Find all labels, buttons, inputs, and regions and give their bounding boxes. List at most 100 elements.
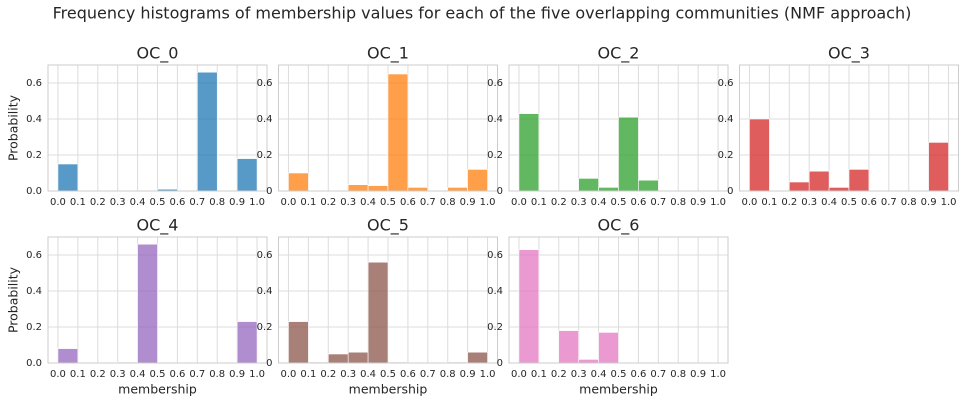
x-tick-label: 0.5 <box>841 197 857 208</box>
axes-frame <box>47 64 268 192</box>
x-tick-label: 0.2 <box>90 197 106 208</box>
y-tick-label: 0.4 <box>26 286 42 297</box>
bar <box>367 261 389 364</box>
bar <box>518 113 540 192</box>
y-tick-label: 0.2 <box>487 322 503 333</box>
x-tick-label: 0.4 <box>591 197 607 208</box>
x-tick-label: 1.0 <box>480 369 496 380</box>
axes-title: OC_2 <box>598 44 640 64</box>
x-tick-label: 0.1 <box>300 369 316 380</box>
y-tick-label: 0.0 <box>26 186 42 197</box>
x-tick-label: 0.1 <box>70 369 86 380</box>
x-tick-label: 0.5 <box>611 369 627 380</box>
x-tick-label: 0.3 <box>340 369 356 380</box>
y-tick-label: 0.0 <box>26 358 42 369</box>
x-tick-label: 0.3 <box>110 369 126 380</box>
x-tick-label: 0.0 <box>511 369 527 380</box>
axes-frame <box>739 64 959 192</box>
x-tick-label: 0.7 <box>189 369 205 380</box>
x-tick-label: 0.4 <box>591 369 607 380</box>
x-tick-label: 0.2 <box>551 369 567 380</box>
x-tick-label: 0.5 <box>380 369 396 380</box>
x-tick-label: 0.8 <box>440 197 456 208</box>
x-tick-label: 0.6 <box>400 197 416 208</box>
axes-title: OC_4 <box>137 216 179 236</box>
x-tick-label: 0.0 <box>511 197 527 208</box>
bar <box>347 184 369 192</box>
x-tick-label: 0.9 <box>921 197 937 208</box>
x-axis-label: membership <box>349 382 428 397</box>
x-tick-label: 0.8 <box>209 197 225 208</box>
bar <box>347 351 369 364</box>
x-tick-label: 1.0 <box>249 197 265 208</box>
x-tick-label: 0.4 <box>360 369 376 380</box>
bar <box>467 351 488 364</box>
bar <box>518 249 540 364</box>
x-tick-label: 0.9 <box>690 369 706 380</box>
y-tick-label: 0.6 <box>487 250 503 261</box>
y-tick-label: 0.6 <box>718 78 734 89</box>
x-tick-label: 1.0 <box>480 197 496 208</box>
x-tick-label: 0.6 <box>169 197 185 208</box>
x-tick-label: 0.6 <box>630 197 646 208</box>
bar <box>288 321 309 364</box>
y-tick-label: 0.2 <box>257 150 273 161</box>
bar <box>598 332 619 364</box>
y-tick-label: 0.6 <box>257 78 273 89</box>
x-tick-label: 0.7 <box>420 197 436 208</box>
y-tick-label: 0.2 <box>257 322 273 333</box>
x-tick-label: 0.3 <box>340 197 356 208</box>
x-tick-label: 0.0 <box>281 369 297 380</box>
y-tick-label: 0.6 <box>26 78 42 89</box>
x-tick-label: 0.5 <box>150 197 166 208</box>
x-tick-label: 0.6 <box>861 197 877 208</box>
figure-title: Frequency histograms of membership value… <box>53 4 912 23</box>
x-tick-label: 0.4 <box>821 197 837 208</box>
x-tick-label: 0.0 <box>50 369 66 380</box>
y-tick-label: 0.2 <box>26 150 42 161</box>
x-tick-label: 0.4 <box>360 197 376 208</box>
bar <box>57 163 79 192</box>
bar <box>57 348 79 364</box>
x-tick-label: 0.9 <box>690 197 706 208</box>
bar <box>828 187 850 192</box>
y-tick-label: 0.4 <box>718 114 734 125</box>
x-tick-label: 0.6 <box>630 369 646 380</box>
x-tick-label: 0.1 <box>531 197 547 208</box>
x-tick-label: 0.2 <box>320 197 336 208</box>
x-tick-label: 0.1 <box>300 197 316 208</box>
x-tick-label: 0.7 <box>650 369 666 380</box>
bar <box>288 172 309 192</box>
x-tick-label: 0.0 <box>50 197 66 208</box>
axes-title: OC_6 <box>598 216 640 236</box>
x-tick-label: 0.7 <box>189 197 205 208</box>
x-tick-label: 0.1 <box>531 369 547 380</box>
y-tick-label: 0.4 <box>487 286 503 297</box>
bar <box>236 321 258 364</box>
x-tick-label: 0.9 <box>460 197 476 208</box>
axes-frame <box>278 64 498 192</box>
bar <box>407 187 429 192</box>
y-tick-label: 0.2 <box>26 322 42 333</box>
x-tick-label: 0.8 <box>901 197 917 208</box>
x-tick-label: 0.7 <box>881 197 897 208</box>
bar <box>236 158 258 192</box>
axes-title: OC_5 <box>367 216 409 236</box>
y-tick-label: 0.2 <box>718 150 734 161</box>
y-tick-label: 0 <box>727 186 733 197</box>
y-tick-label: 0.4 <box>257 114 273 125</box>
x-tick-label: 0.1 <box>761 197 777 208</box>
axes-frame <box>508 236 729 364</box>
x-tick-label: 0.5 <box>380 197 396 208</box>
x-tick-label: 1.0 <box>941 197 957 208</box>
bar <box>137 243 158 364</box>
bar <box>578 359 599 364</box>
x-tick-label: 0.3 <box>801 197 817 208</box>
x-tick-label: 0.8 <box>209 369 225 380</box>
bar <box>928 142 949 192</box>
bar <box>749 118 770 192</box>
x-tick-label: 0.5 <box>150 369 166 380</box>
x-tick-label: 0.2 <box>781 197 797 208</box>
y-tick-label: 0 <box>266 358 272 369</box>
